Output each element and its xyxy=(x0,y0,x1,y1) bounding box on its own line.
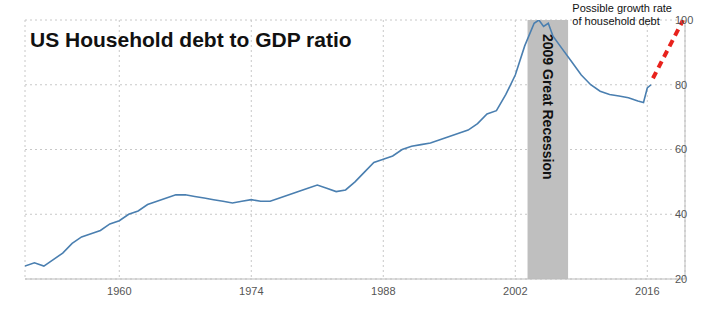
svg-text:2009 Great Recession: 2009 Great Recession xyxy=(540,34,556,180)
svg-text:1988: 1988 xyxy=(371,285,395,297)
svg-text:1974: 1974 xyxy=(239,285,263,297)
svg-text:2002: 2002 xyxy=(503,285,527,297)
svg-text:60: 60 xyxy=(675,143,687,155)
svg-text:40: 40 xyxy=(675,208,687,220)
svg-text:1960: 1960 xyxy=(107,285,131,297)
svg-text:20: 20 xyxy=(675,273,687,285)
html-text:US Household debt to GDP ratio: US Household debt to GDP ratio xyxy=(30,28,352,51)
html-text:Possible growth rate: Possible growth rate xyxy=(572,2,672,14)
svg-text:100: 100 xyxy=(675,14,693,26)
svg-text:2016: 2016 xyxy=(635,285,659,297)
svg-text:80: 80 xyxy=(675,79,687,91)
html-text:of household debt: of household debt xyxy=(572,15,660,27)
